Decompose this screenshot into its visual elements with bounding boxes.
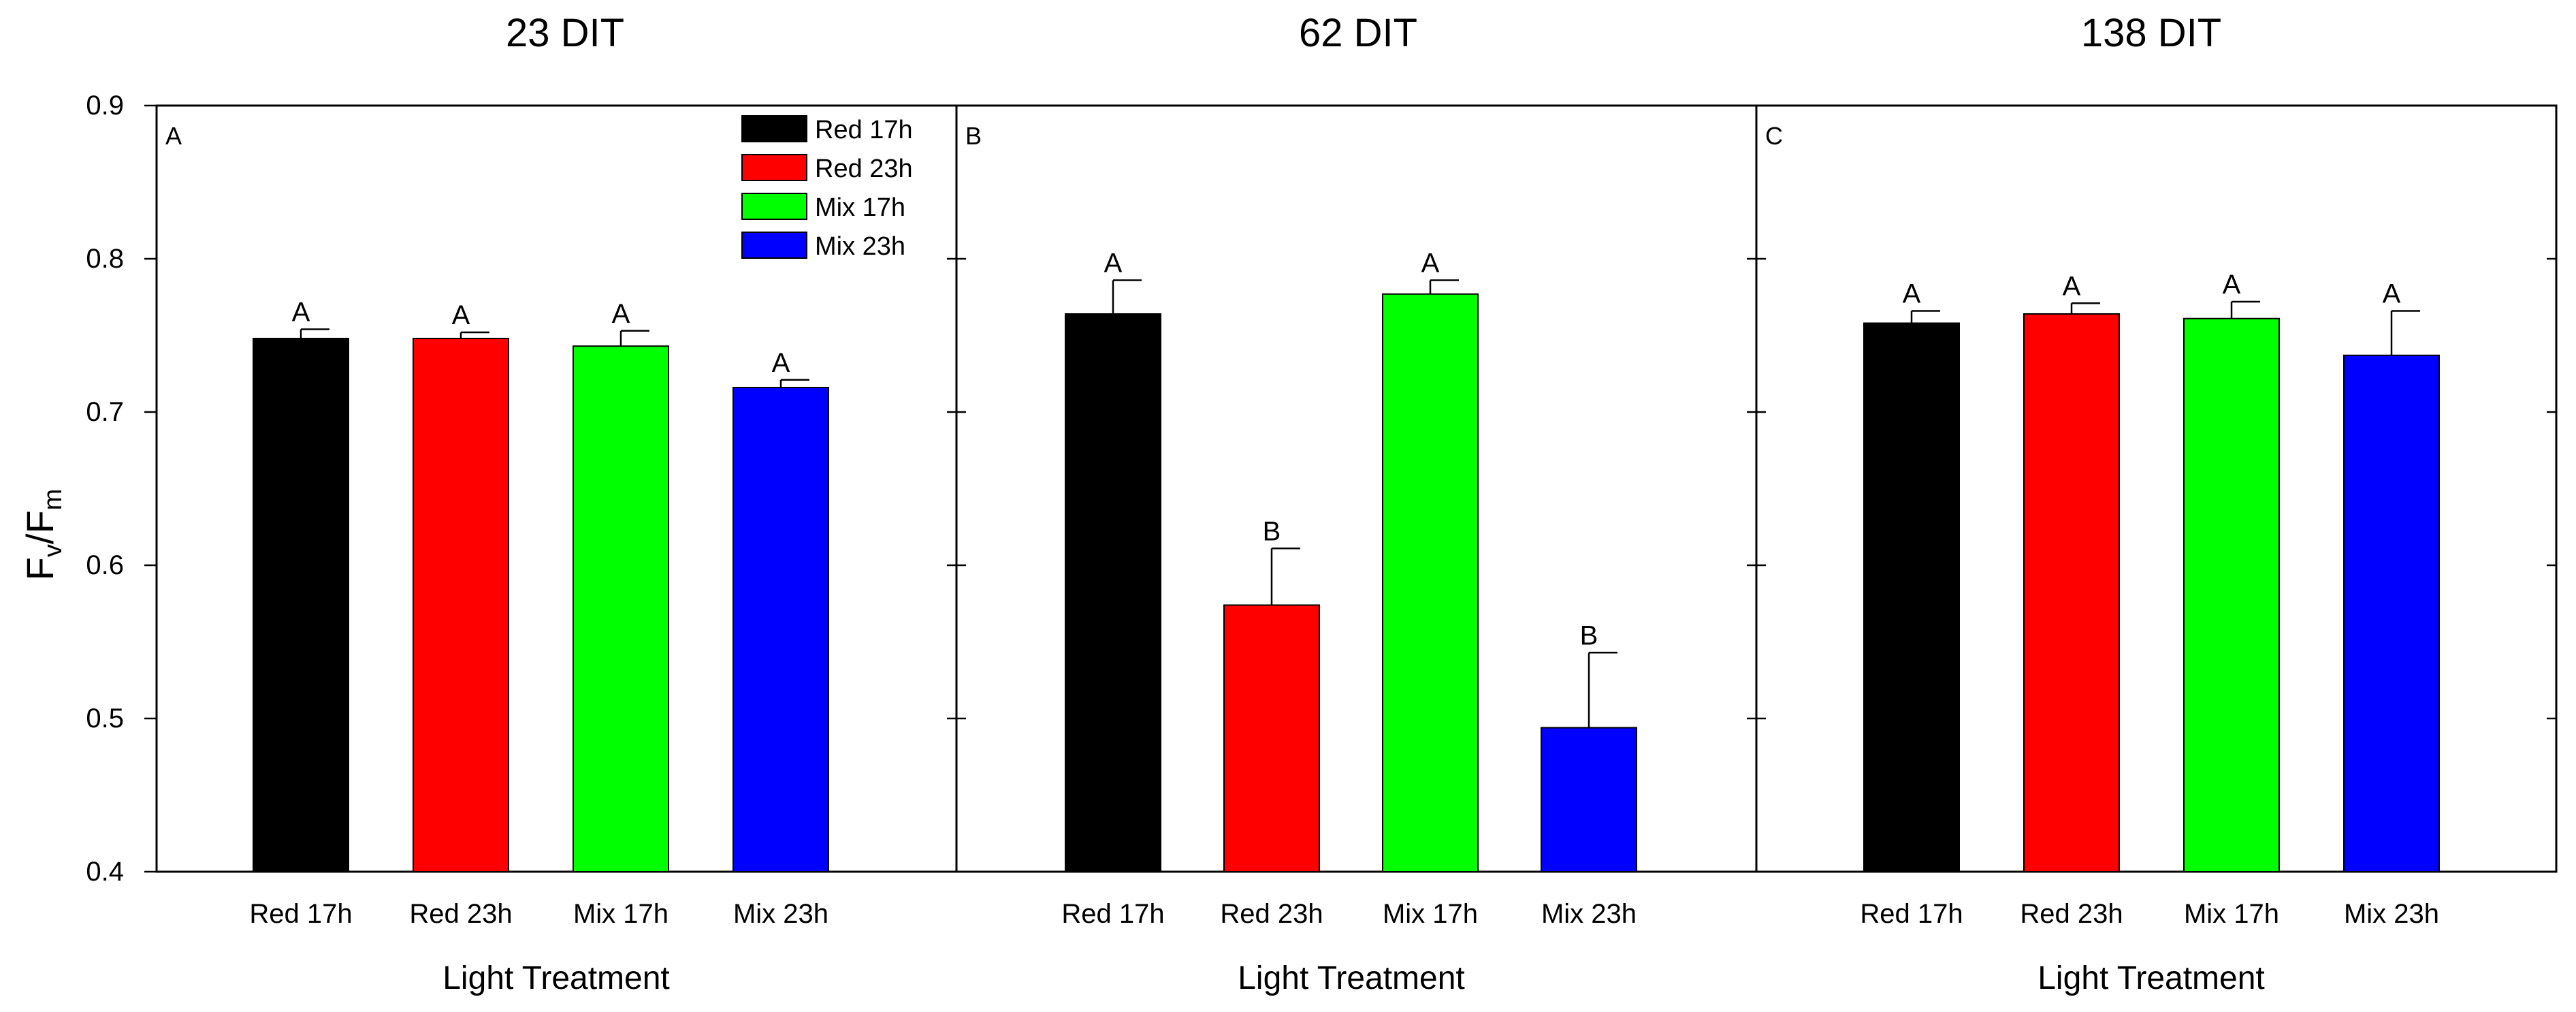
bar (2023, 313, 2120, 872)
x-tick-label: Mix 23h (1541, 899, 1637, 929)
bar (1065, 313, 1161, 872)
bar (413, 338, 509, 872)
legend-label: Mix 17h (815, 193, 905, 222)
significance-label: A (2063, 271, 2081, 301)
x-axis-label: Light Treatment (442, 960, 670, 996)
bars (1863, 313, 2440, 872)
bar (1223, 604, 1320, 872)
significance-label: A (452, 300, 470, 330)
x-tick-label: Red 17h (1860, 899, 1963, 929)
significance-label: A (292, 298, 310, 328)
x-tick-label: Red 23h (409, 899, 512, 929)
x-tick-label: Red 23h (2020, 899, 2123, 929)
error-bar (1910, 310, 1940, 323)
x-axis-label: Light Treatment (2038, 960, 2265, 996)
error-bar (779, 379, 809, 388)
bar (1863, 322, 1960, 872)
y-tick-label: 0.8 (86, 244, 124, 274)
error-bar (1588, 652, 1617, 728)
panel-label: B (965, 122, 982, 150)
y-label-sub1: v (39, 544, 67, 557)
tick-marks (144, 104, 2556, 873)
legend-swatch (741, 232, 807, 259)
x-tick-label: Mix 17h (1383, 899, 1478, 929)
error-bars (1910, 300, 2420, 355)
legend-label: Red 23h (815, 155, 913, 183)
significance-label: A (1104, 249, 1123, 279)
panel-label: C (1765, 122, 1783, 150)
x-tick-labels: Red 17h Red 23h Mix 17h Mix 23h (1860, 899, 2439, 929)
panel-b: 62 DIT B A B A B Red 17h Red 23h Mix 17h… (955, 11, 1758, 996)
y-axis-ticks: 0.4 0.5 0.6 0.7 0.8 0.9 (86, 91, 124, 887)
significance-labels: A B A B (1104, 249, 1598, 651)
error-bar (1429, 279, 1459, 294)
error-bar (460, 331, 489, 338)
significance-label: A (612, 299, 630, 329)
error-bar (2230, 300, 2260, 319)
significance-label: A (2223, 270, 2241, 300)
panel-title: 23 DIT (506, 11, 624, 55)
error-bars (300, 328, 809, 388)
error-bars (1112, 279, 1617, 728)
legend-swatch (741, 115, 807, 142)
panel-title: 138 DIT (2081, 11, 2221, 55)
legend-label: Mix 23h (815, 232, 905, 261)
error-bar (619, 330, 649, 347)
bar (573, 345, 669, 872)
x-tick-label: Red 17h (249, 899, 352, 929)
significance-label: A (1421, 249, 1440, 279)
bar (1541, 727, 1637, 872)
x-tick-label: Mix 17h (2184, 899, 2279, 929)
significance-labels: A A A A (1903, 270, 2401, 309)
bar (2183, 317, 2280, 872)
error-bar (300, 328, 329, 338)
y-label-f1: F (18, 557, 61, 580)
x-tick-label: Mix 23h (733, 899, 828, 929)
x-axis-label: Light Treatment (1238, 960, 1465, 996)
significance-label: A (2383, 279, 2401, 309)
bar (2343, 354, 2440, 872)
error-bar (1270, 548, 1300, 605)
y-tick-label: 0.4 (86, 857, 124, 887)
y-tick-label: 0.6 (86, 550, 124, 580)
bars (1065, 293, 1637, 872)
y-tick-label: 0.7 (86, 397, 124, 427)
x-tick-label: Red 17h (1061, 899, 1164, 929)
legend: Red 17h Red 23h Mix 17h Mix 23h (741, 115, 913, 261)
significance-label: A (772, 348, 790, 378)
panel-a: 23 DIT A A A A A Red 17h Red 23h Mix 17h… (155, 11, 958, 996)
panel-label: A (165, 122, 182, 150)
legend-label: Red 17h (815, 116, 913, 144)
error-bar (2070, 302, 2100, 314)
x-tick-labels: Red 17h Red 23h Mix 17h Mix 23h (1061, 899, 1637, 929)
bar (732, 387, 829, 872)
bar (253, 338, 349, 872)
y-tick-label: 0.9 (86, 91, 124, 121)
y-tick-label: 0.5 (86, 703, 124, 733)
legend-swatch (741, 154, 807, 181)
panel-title: 62 DIT (1299, 11, 1417, 55)
plot-frame (1755, 104, 2558, 873)
bars (253, 338, 829, 872)
x-tick-label: Mix 17h (573, 899, 669, 929)
error-bar (1112, 279, 1142, 314)
x-tick-labels: Red 17h Red 23h Mix 17h Mix 23h (249, 899, 828, 929)
significance-labels: A A A A (292, 298, 790, 378)
y-label-slash: / (18, 533, 61, 544)
legend-swatch (741, 193, 807, 220)
bar (1382, 293, 1479, 872)
x-tick-label: Red 23h (1220, 899, 1323, 929)
y-label-f2: F (18, 510, 61, 533)
svg-text:Fv/Fm: Fv/Fm (18, 489, 67, 581)
y-label-sub2: m (39, 489, 67, 511)
y-axis-label: Fv/Fm (18, 489, 67, 581)
significance-label: A (1903, 279, 1921, 309)
panel-c: 138 DIT C A A A A Red 17h Red 23h Mix 17… (1755, 11, 2558, 996)
x-tick-label: Mix 23h (2344, 899, 2439, 929)
significance-label: B (1263, 516, 1281, 546)
error-bar (2390, 310, 2420, 355)
significance-label: B (1580, 620, 1598, 650)
